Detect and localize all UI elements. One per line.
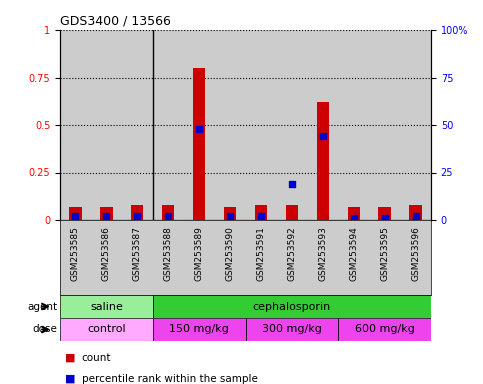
Text: GSM253588: GSM253588 — [164, 226, 173, 281]
Bar — [285, 205, 298, 220]
Bar — [193, 68, 205, 220]
Text: GSM253595: GSM253595 — [380, 226, 389, 281]
Text: 300 mg/kg: 300 mg/kg — [262, 324, 322, 334]
Bar — [317, 102, 329, 220]
Bar — [410, 205, 422, 220]
Text: dose: dose — [33, 324, 57, 334]
Text: GSM253591: GSM253591 — [256, 226, 266, 281]
Text: percentile rank within the sample: percentile rank within the sample — [82, 374, 257, 384]
Text: GSM253586: GSM253586 — [102, 226, 111, 281]
Bar — [153, 318, 245, 341]
Text: count: count — [82, 353, 111, 362]
Point — [319, 133, 327, 139]
Bar — [69, 207, 82, 220]
Bar — [255, 205, 267, 220]
Point — [257, 213, 265, 219]
Text: GSM253587: GSM253587 — [133, 226, 142, 281]
Text: 600 mg/kg: 600 mg/kg — [355, 324, 414, 334]
Bar — [153, 295, 431, 318]
Text: GSM253593: GSM253593 — [318, 226, 327, 281]
Text: control: control — [87, 324, 126, 334]
Bar — [338, 318, 431, 341]
Bar — [131, 205, 143, 220]
Text: GSM253596: GSM253596 — [411, 226, 420, 281]
Bar — [100, 207, 113, 220]
Point — [195, 126, 203, 132]
Point — [381, 215, 388, 221]
Text: GSM253592: GSM253592 — [287, 226, 297, 281]
Point — [164, 213, 172, 219]
Point — [288, 181, 296, 187]
Text: ■: ■ — [65, 353, 75, 362]
Point — [226, 213, 234, 219]
Text: agent: agent — [28, 301, 57, 311]
Point — [133, 213, 141, 219]
Text: GSM253594: GSM253594 — [349, 226, 358, 281]
Bar — [348, 207, 360, 220]
Text: GSM253590: GSM253590 — [226, 226, 235, 281]
Text: cephalosporin: cephalosporin — [253, 301, 331, 311]
Text: ■: ■ — [65, 374, 75, 384]
Bar — [379, 207, 391, 220]
Point — [71, 213, 79, 219]
Point — [350, 215, 357, 221]
Text: 150 mg/kg: 150 mg/kg — [169, 324, 229, 334]
Text: GSM253585: GSM253585 — [71, 226, 80, 281]
Bar — [224, 207, 236, 220]
Bar — [245, 318, 338, 341]
Text: GDS3400 / 13566: GDS3400 / 13566 — [60, 15, 171, 27]
Point — [102, 213, 110, 219]
Point — [412, 213, 419, 219]
Bar — [60, 318, 153, 341]
Text: GSM253589: GSM253589 — [195, 226, 204, 281]
Text: saline: saline — [90, 301, 123, 311]
Bar — [162, 205, 174, 220]
Bar — [60, 295, 153, 318]
